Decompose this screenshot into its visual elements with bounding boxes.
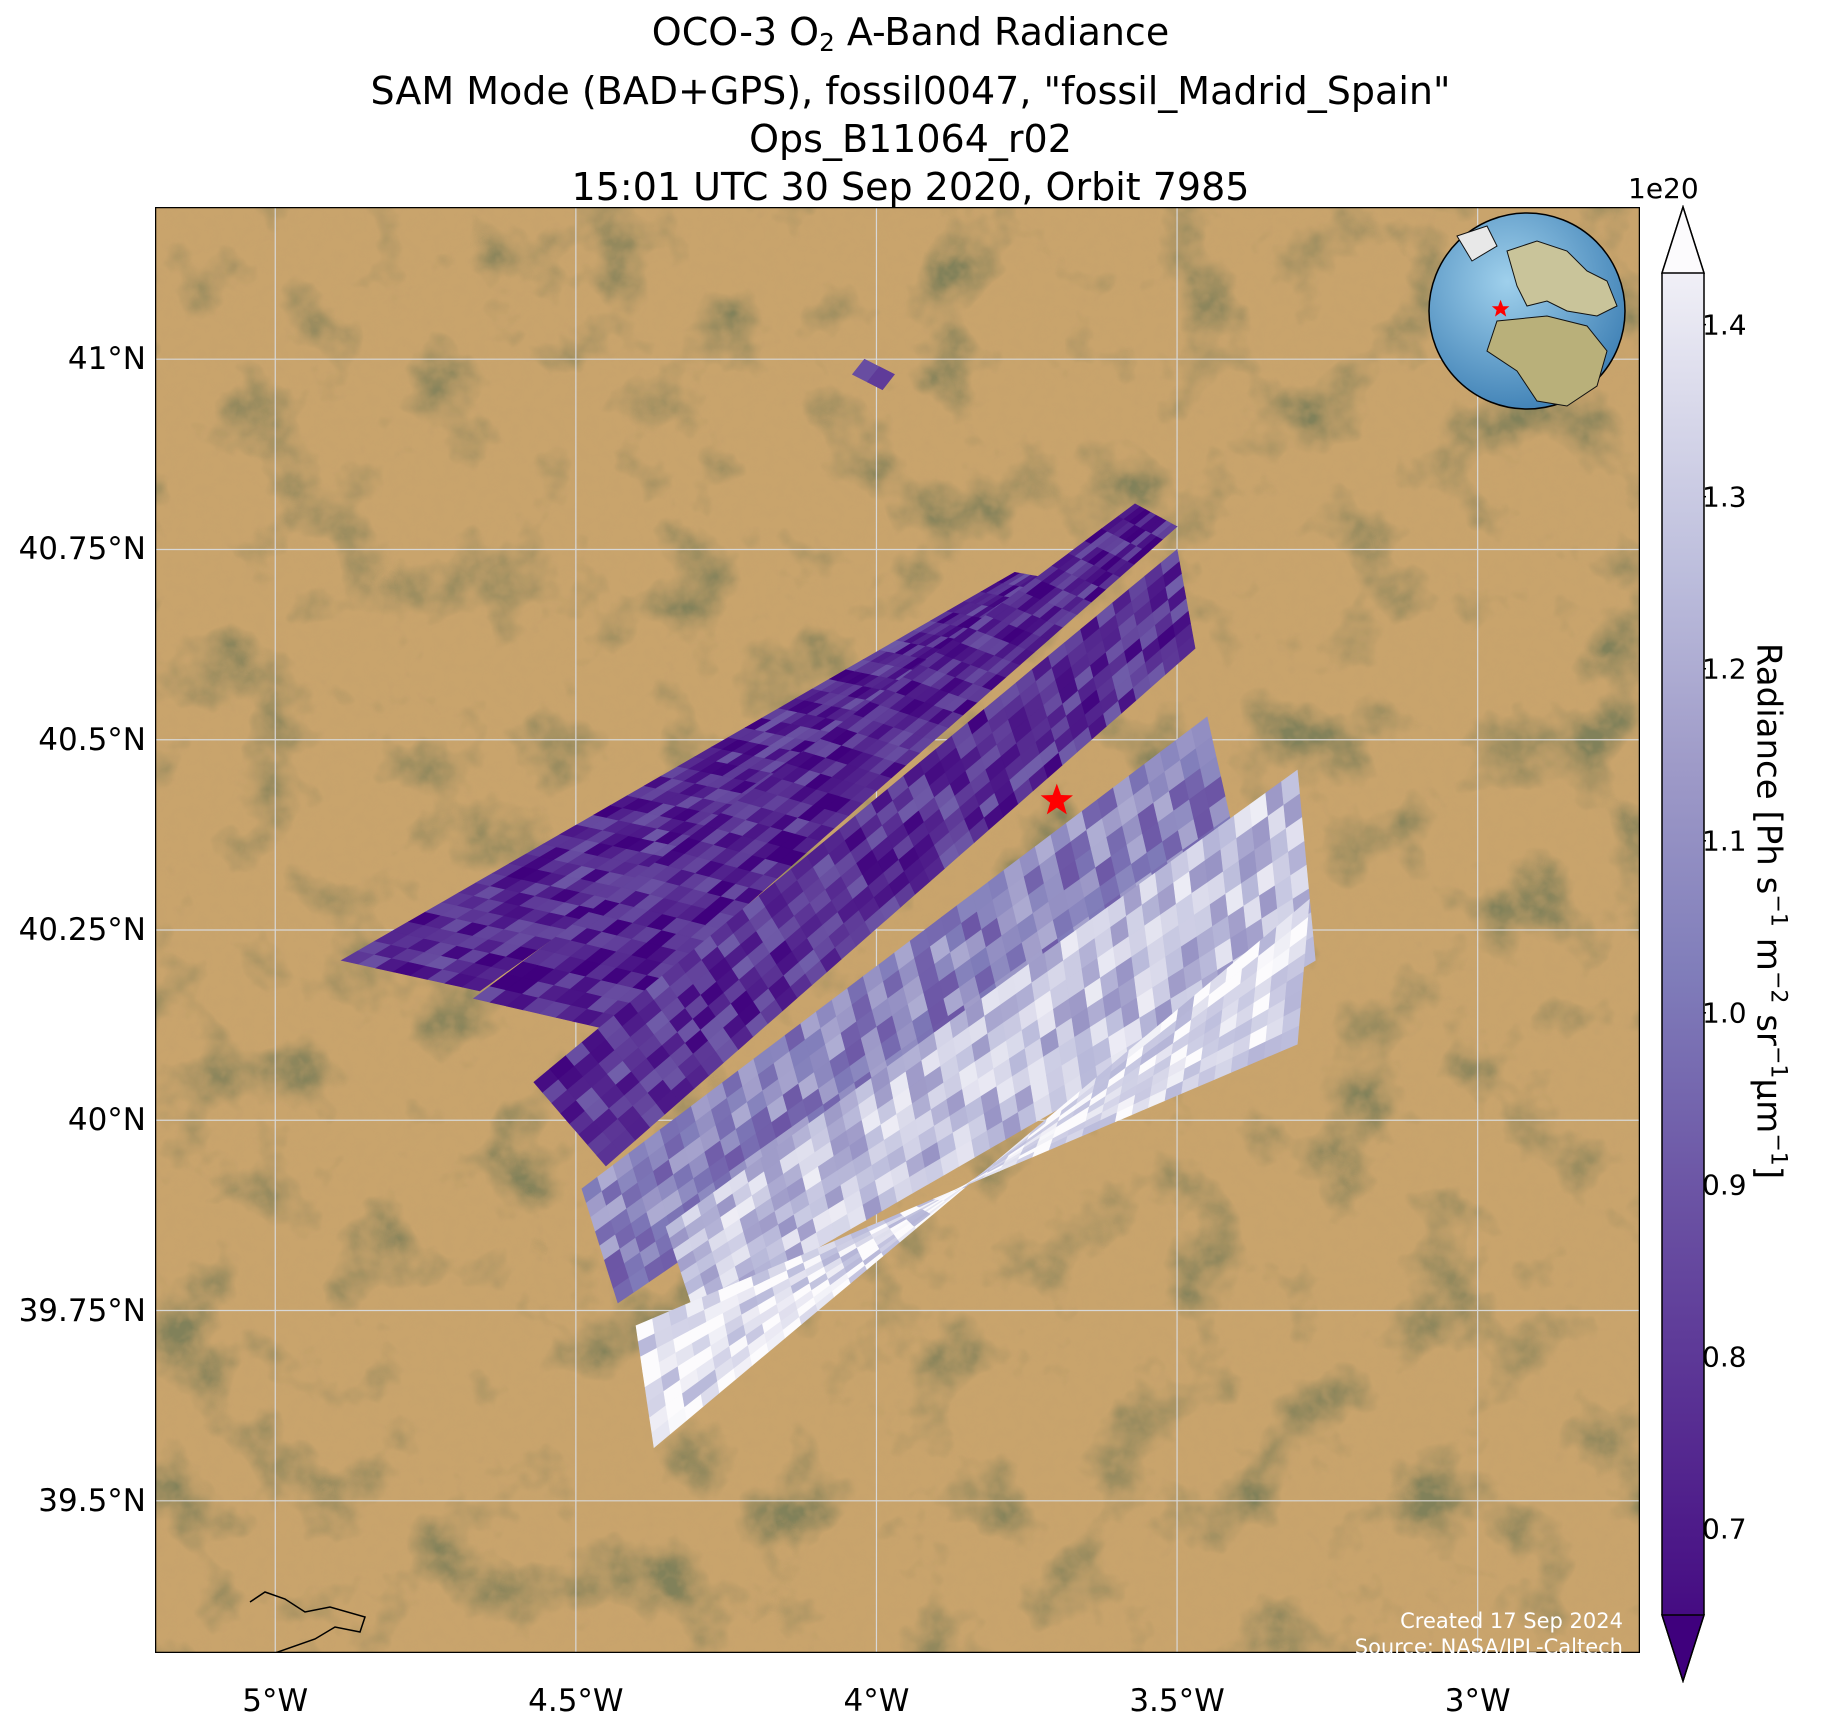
colorbar-tick-label: 0.8 [1702,1340,1747,1374]
radiance-cell [866,366,895,391]
globe-land-africa [1486,315,1608,407]
credit-source: Source: NASA/JPL-Caltech [1354,1635,1623,1659]
lat-tick-label: 39.75°N [18,1292,146,1329]
lat-tick-label: 40.5°N [38,721,146,758]
lat-tick-label: 39.5°N [38,1482,146,1519]
lon-tick-label: 4.5°W [528,1683,624,1719]
title-line-1: OCO-3 O2 A-Band Radiance [651,10,1170,57]
title-line-3: Ops_B11064_r02 [749,117,1072,161]
radiance-swaths [340,358,1316,1449]
title-line-4: 15:01 UTC 30 Sep 2020, Orbit 7985 [571,165,1250,209]
radiance-cell [1156,523,1178,540]
swath [851,358,895,391]
coastline-outline [249,1591,366,1653]
target-site-marker [1040,783,1073,815]
colorbar-tick-label: 1.4 [1702,308,1747,342]
globe-site-star [1491,299,1510,317]
globe-land-greenland [1456,225,1498,262]
lat-tick-label: 40.25°N [18,912,146,948]
map-panel [155,207,1640,1653]
title-line-2: SAM Mode (BAD+GPS), fossil0047, "fossil_… [370,69,1451,113]
swath [472,503,1178,1030]
colorbar-tick-label: 1.2 [1702,652,1747,686]
swath [635,898,1310,1449]
lon-tick-label: 3.5°W [1129,1683,1225,1719]
colorbar-exponent: 1e20 [1628,172,1699,205]
lat-tick-label: 40.75°N [18,531,146,568]
plot-title: OCO-3 O2 A-Band Radiance SAM Mode (BAD+G… [0,8,1821,211]
lat-tick-label: 40°N [67,1102,146,1139]
radiance-cell [1177,635,1196,662]
colorbar-tick-label: 1.0 [1702,996,1747,1030]
colorbar-tick-label: 1.1 [1702,824,1747,858]
inset-globe [1428,212,1626,410]
radiance-cell [1280,1025,1300,1052]
red-star-icon [1040,783,1073,815]
credit-text: Created 17 Sep 2024 Source: NASA/JPL-Cal… [1355,1608,1623,1660]
swath [533,548,1196,1167]
lon-tick-label: 3°W [1444,1683,1511,1719]
lon-tick-label: 5°W [242,1683,309,1719]
colorbar-tick-label: 1.3 [1702,480,1747,514]
colorbar-tick-label: 0.7 [1702,1512,1747,1546]
lat-tick-label: 41°N [67,341,146,378]
lon-tick-label: 4°W [843,1683,910,1719]
credit-created: Created 17 Sep 2024 [1400,1609,1623,1633]
globe-land-europe [1506,240,1618,317]
colorbar-tick-label: 0.9 [1702,1168,1747,1202]
colorbar [1660,205,1706,1683]
colorbar-label: Radiance [Ph s−1 m−2 sr−1μm−1] [1748,642,1792,1180]
